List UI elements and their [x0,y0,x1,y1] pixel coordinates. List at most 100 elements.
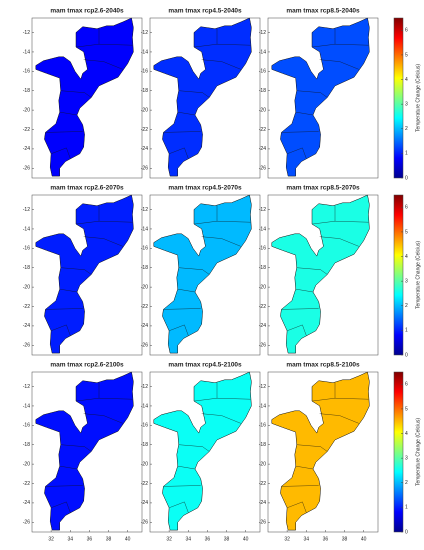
colorbar-tick-label: 0 [405,175,408,181]
province-border [201,59,241,70]
province-border [51,147,71,159]
province-border [281,485,319,487]
province-border [296,444,328,452]
y-tick-label: -24 [259,146,266,152]
panel-title: mam tmax rcp4.5-2100s [168,362,242,369]
y-tick-label: -14 [141,403,148,409]
y-tick-label: -24 [23,500,30,506]
y-tick-label: -22 [23,481,30,487]
x-tick-label: 36 [87,536,93,542]
y-tick-label: -14 [259,49,266,55]
y-tick-label: -16 [259,69,266,75]
colorbar-tick-label: 4 [405,254,408,260]
province-border [59,465,78,470]
province-border [201,236,241,247]
map-region [271,194,370,354]
x-tick-label: 32 [48,536,54,542]
panel-title: mam tmax rcp2.6-2100s [50,362,124,369]
y-tick-label: -16 [23,246,30,252]
province-border [281,131,319,133]
x-tick-label: 36 [205,536,211,542]
y-tick-label: -18 [23,442,30,448]
y-tick-label: -24 [259,323,266,329]
y-tick-label: -20 [23,284,30,290]
colorbar-tick-label: 4 [405,77,408,83]
province-border [295,111,314,116]
province-border [83,59,123,70]
province-border [60,444,92,452]
y-tick-label: -14 [259,226,266,232]
province-border [51,501,71,513]
panel-title: mam tmax rcp8.5-2070s [286,185,360,192]
y-tick-label: -14 [23,226,30,232]
province-border [178,267,210,275]
colorbar-tick-label: 1 [405,328,408,334]
colorbar-tick-label: 3 [405,455,408,461]
y-tick-label: -22 [23,127,30,133]
province-border [163,485,201,487]
y-tick-label: -26 [23,520,30,526]
panel-title: mam tmax rcp2.6-2070s [50,185,124,192]
province-border [177,465,196,470]
y-tick-label: -22 [259,481,266,487]
y-tick-label: -24 [141,323,148,329]
panel-title: mam tmax rcp4.5-2070s [168,185,242,192]
y-tick-label: -18 [259,88,266,94]
y-tick-label: -18 [141,265,148,271]
y-tick-label: -18 [141,442,148,448]
y-tick-label: -20 [23,107,30,113]
colorbar-tick-label: 5 [405,52,408,58]
province-border [295,465,314,470]
map-region [153,194,252,354]
x-tick-label: 38 [342,536,348,542]
y-tick-label: -18 [23,88,30,94]
y-tick-label: -24 [23,323,30,329]
province-border [163,131,201,133]
province-border [178,90,210,98]
province-border [287,147,307,159]
y-tick-label: -16 [259,423,266,429]
province-border [296,267,328,275]
y-tick-label: -12 [141,384,148,390]
province-border [319,236,359,247]
province-border [201,413,241,424]
y-tick-label: -14 [23,403,30,409]
y-tick-label: -14 [141,226,148,232]
province-border [319,59,359,70]
province-border [169,147,189,159]
x-tick-label: 40 [361,536,367,542]
y-tick-label: -14 [23,49,30,55]
province-border [177,111,196,116]
y-tick-label: -26 [141,520,148,526]
y-tick-label: -22 [259,127,266,133]
y-tick-label: -24 [259,500,266,506]
panel-title: mam tmax rcp8.5-2100s [286,362,360,369]
map-region [153,17,252,177]
colorbar-tick-label: 3 [405,278,408,284]
colorbar [393,194,404,356]
y-tick-label: -22 [259,304,266,310]
province-border [295,288,314,293]
province-border [319,413,359,424]
y-tick-label: -26 [259,166,266,172]
map-region [271,371,370,531]
province-border [287,501,307,513]
colorbar-tick-label: 3 [405,101,408,107]
colorbar-tick-label: 1 [405,151,408,157]
y-tick-label: -24 [141,500,148,506]
province-border [281,308,319,310]
colorbar-tick-label: 1 [405,505,408,511]
province-border [60,90,92,98]
province-border [45,308,83,310]
colorbar [393,371,404,533]
colorbar-tick-label: 2 [405,126,408,132]
colorbar-tick-label: 6 [405,382,408,388]
colorbar-tick-label: 5 [405,406,408,412]
province-border [296,90,328,98]
x-tick-label: 34 [185,536,191,542]
map-region [35,371,134,531]
y-tick-label: -20 [259,284,266,290]
province-border [287,324,307,336]
colorbar-tick-label: 2 [405,303,408,309]
x-tick-label: 32 [166,536,172,542]
